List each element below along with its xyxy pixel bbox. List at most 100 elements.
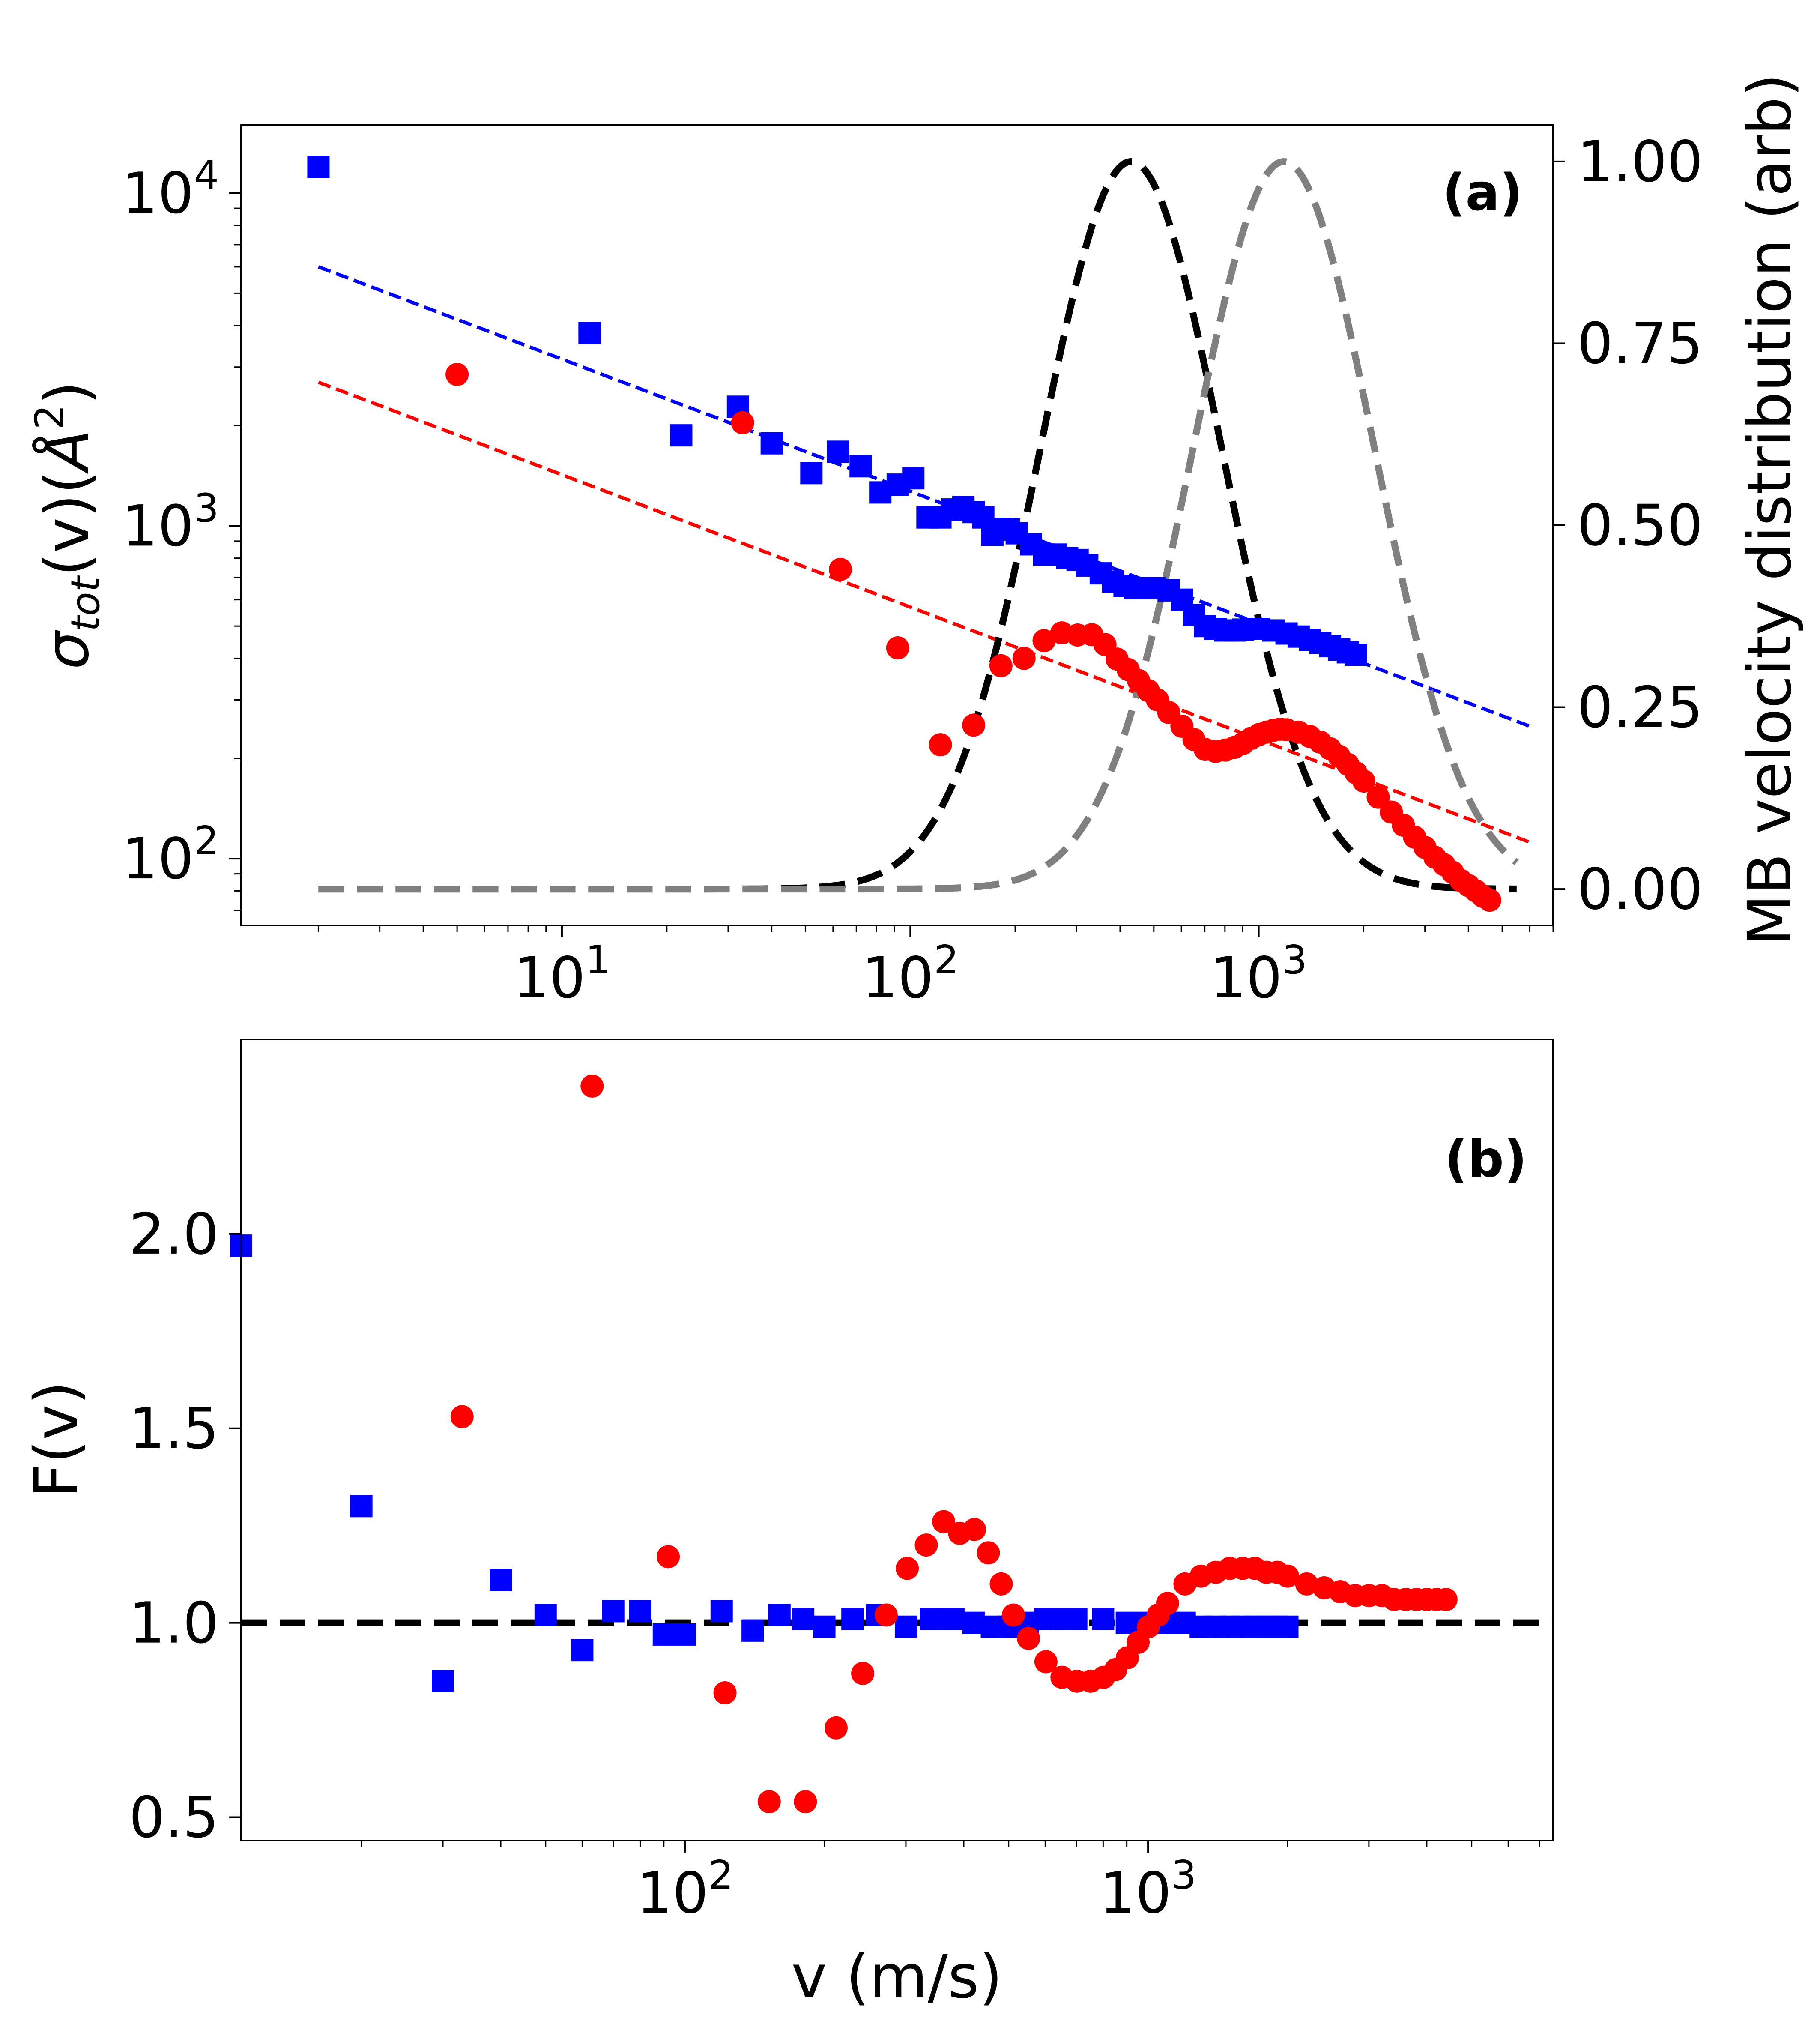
a-x-tick-exp: 2 [934, 937, 959, 983]
b-x-tick-label: 103 [1100, 1852, 1197, 1926]
b-red-circle-point [932, 1510, 956, 1533]
b-blue-square-point [1115, 1611, 1138, 1634]
a-markers [307, 156, 1501, 912]
b-red-circle-point [963, 1518, 986, 1541]
a-y2-tick-label: 0.00 [1577, 856, 1703, 922]
b-blue-square-point [710, 1600, 733, 1623]
a-red-circle-point [445, 363, 469, 386]
a-blue-square-point [800, 462, 823, 485]
a-x-tick-label: 102 [862, 937, 959, 1011]
b-blue-square-point [350, 1495, 373, 1518]
a-mb-curve-1 [318, 158, 1519, 893]
a-y-tick-exp: 2 [194, 818, 219, 864]
b-blue-square-point [571, 1639, 594, 1662]
b-blue-square-point [942, 1608, 965, 1630]
a-blue-square-point [1345, 644, 1367, 666]
b-y-tick-label: 0.5 [129, 1785, 219, 1851]
a-blue-square-point [827, 440, 849, 463]
a-secondary-y-axis-label: MB velocity distribution (arb) [1735, 74, 1805, 946]
b-blue-square-point [534, 1604, 557, 1626]
b-red-circle-point [1156, 1592, 1179, 1615]
b-x-tick-base: 10 [1100, 1860, 1171, 1926]
b-y-tick-label: 2.0 [129, 1201, 219, 1267]
a-x-tick-base: 10 [1210, 945, 1282, 1011]
a-x-tick-exp: 3 [1282, 937, 1307, 983]
a-red-circle-point [886, 636, 909, 660]
b-blue-square-point [1276, 1615, 1299, 1638]
b-y-ticks: 0.5 1.0 1.5 2.0 [129, 1201, 241, 1851]
a-blue-square-point [670, 424, 693, 447]
a-x-tick-label: 101 [514, 937, 611, 1011]
b-x-axis-label: v (m/s) [791, 1942, 1002, 2012]
a-y-tick-base: 10 [122, 161, 194, 227]
a-blue-square-point [760, 432, 783, 455]
b-blue-square-point [431, 1670, 454, 1692]
a-x-tick-base: 10 [862, 945, 934, 1011]
b-red-circle-point [1295, 1572, 1318, 1596]
a-y-tick-base: 10 [122, 493, 194, 559]
a-red-circle-point [1032, 629, 1056, 653]
a-x-ticks: 101 102 103 [317, 925, 1554, 1011]
a-blue-square-point [849, 455, 872, 478]
b-blue-square-point [1065, 1608, 1088, 1630]
a-y-tick-exp: 3 [194, 485, 219, 531]
b-x-tick-exp: 3 [1171, 1852, 1197, 1898]
b-red-circle-point [989, 1572, 1013, 1596]
b-red-circle-point [1276, 1564, 1299, 1588]
b-red-circle-point [657, 1545, 680, 1569]
b-blue-square-point [602, 1600, 625, 1623]
a-ylabel-close: ) [33, 381, 102, 405]
b-red-circle-point [450, 1405, 474, 1428]
b-red-circle-point [824, 1716, 848, 1740]
a-y-tick-label: 104 [122, 153, 219, 227]
b-red-circle-point [794, 1790, 817, 1814]
panel-b: 10 2 103 0.51.01.52.0 (b) F(v) v (m/s) [22, 1039, 1554, 2012]
b-red-circle-point [914, 1533, 938, 1557]
a-x-tick-exp: 1 [586, 937, 611, 983]
a-mb-curves [318, 158, 1519, 893]
a-y-tick-label: 102 [122, 818, 219, 892]
a-x-tick-label: 103 [1210, 937, 1307, 1011]
a-red-circle-point [731, 411, 754, 434]
b-x-ticks: 10 2 103 [361, 1841, 1540, 1926]
b-red-circle-point [757, 1790, 781, 1814]
b-red-circle-point [851, 1662, 875, 1685]
b-blue-square-point [1092, 1608, 1115, 1630]
b-panel-label: (b) [1445, 1129, 1527, 1189]
b-red-circle-point [1034, 1650, 1058, 1674]
a-red-circle-point [1366, 785, 1390, 809]
b-red-circle-point [977, 1541, 1000, 1565]
b-red-circle-point [713, 1681, 737, 1705]
b-red-circle-point [896, 1557, 919, 1580]
b-blue-square-point [490, 1569, 512, 1591]
a-red-circle-point [1012, 647, 1036, 670]
a-fit-line-1 [318, 380, 1530, 844]
a-blue-square-point [902, 467, 925, 490]
a-y-axis-label: σtot(v)(Å2) [27, 381, 108, 670]
b-red-circle-point [1017, 1626, 1040, 1650]
b-blue-square-point [813, 1615, 836, 1638]
a-y-tick-exp: 4 [194, 153, 219, 198]
a-red-circle-point [1478, 889, 1501, 912]
a-red-circle-point [962, 713, 986, 737]
a-red-circle-point [1352, 769, 1375, 793]
a-red-circle-point [929, 733, 952, 757]
a-ylabel-sigma: σ [33, 629, 102, 669]
b-plot-frame [240, 1039, 1554, 1841]
b-x-tick-exp: 2 [708, 1852, 734, 1898]
a-ylabel-func: (v)( [33, 471, 102, 577]
a-x-tick-base: 10 [514, 945, 586, 1011]
a-blue-square-point [578, 321, 601, 344]
b-blue-square-point [920, 1608, 942, 1630]
b-red-circle-point [1001, 1603, 1025, 1627]
b-red-circle-point [874, 1603, 898, 1627]
a-y-tick-label: 103 [122, 485, 219, 559]
b-y-axis-label: F(v) [22, 1381, 92, 1498]
a-y2-tick-label: 0.50 [1577, 493, 1703, 559]
a-ylabel-sub: tot [63, 575, 108, 631]
a-red-circle-point [829, 557, 852, 581]
a-ylabel-angstrom: Å [32, 430, 102, 474]
